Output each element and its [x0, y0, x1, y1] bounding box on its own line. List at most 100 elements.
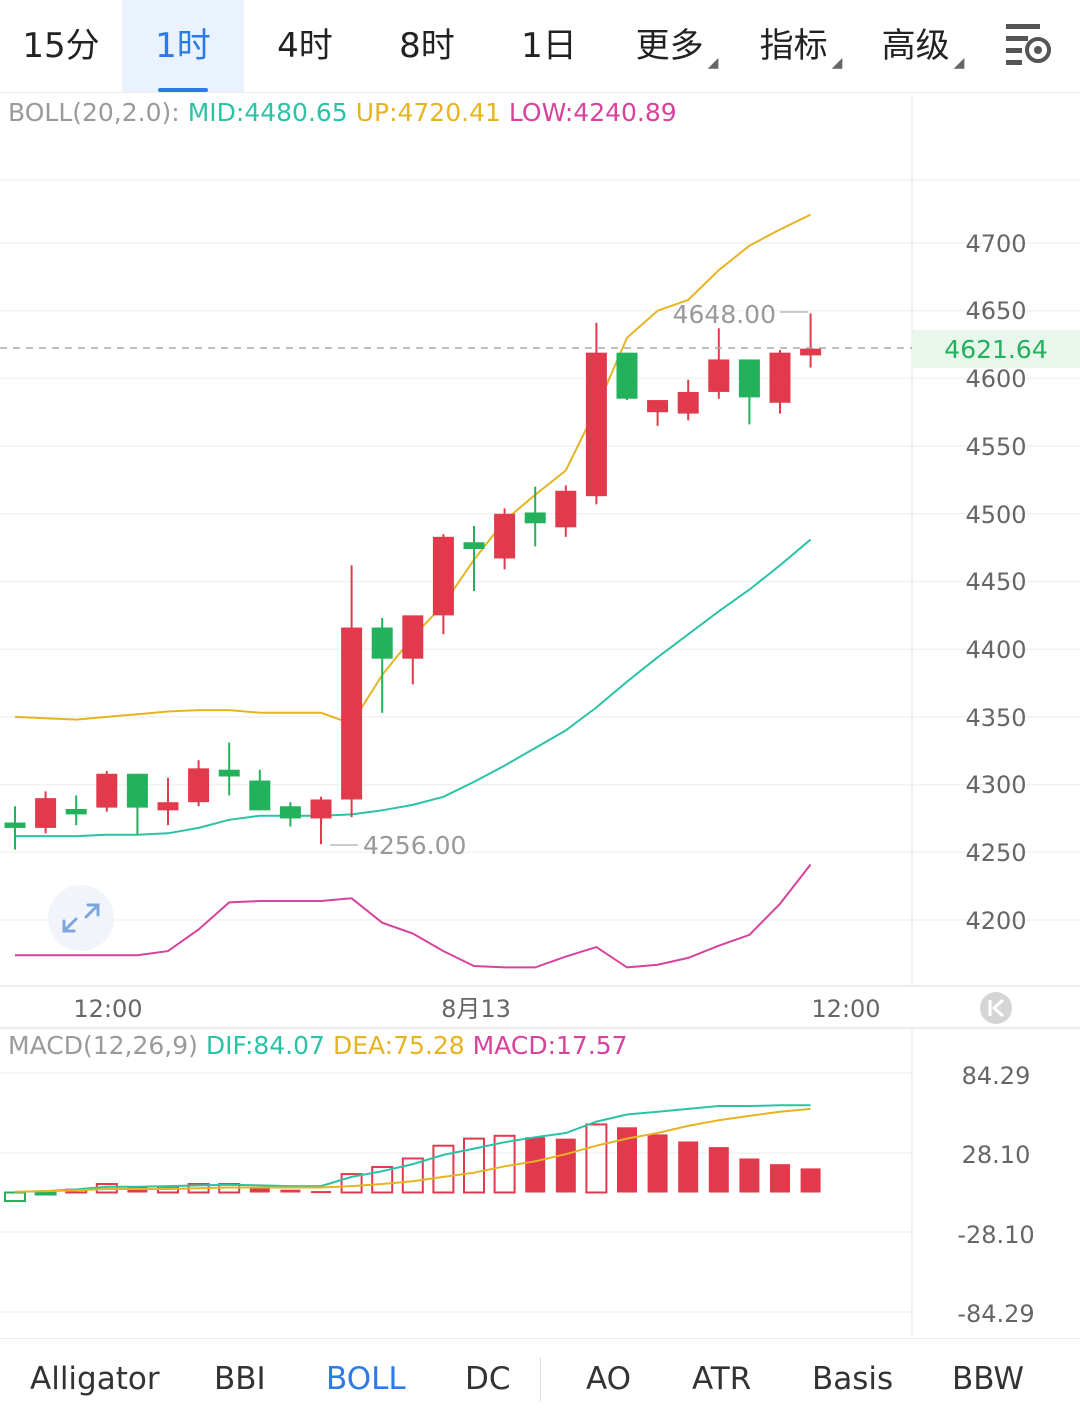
candle-body — [800, 348, 822, 356]
x-tick-label: 12:00 — [811, 995, 880, 1023]
candle-body — [341, 627, 363, 800]
indicator-atr[interactable]: ATR — [692, 1361, 752, 1397]
candle-body — [494, 513, 516, 559]
candle-body — [738, 359, 760, 398]
boll-mid-line — [15, 538, 812, 838]
indicator-ao[interactable]: AO — [586, 1361, 632, 1397]
candle — [616, 352, 638, 401]
macd-legend-name: MACD(12,26,9) — [8, 1031, 198, 1060]
tab-advanced[interactable]: 高级 ◢ — [862, 0, 984, 92]
tab-more[interactable]: 更多 ◢ — [616, 0, 738, 92]
expand-icon[interactable] — [48, 885, 114, 951]
tab-label: 8时 — [399, 26, 455, 66]
macd-bar — [647, 1134, 668, 1193]
candle — [800, 313, 822, 368]
x-tick-label: 8月13 — [441, 995, 511, 1023]
indicator-bar: Alligator BBI BOLL DC AO ATR Basis BBW — [0, 1338, 1080, 1426]
macd-legend: MACD(12,26,9) DIF:84.07 DEA:75.28 MACD:17.5… — [8, 1031, 636, 1060]
tab-1d[interactable]: 1日 — [488, 0, 610, 92]
tab-4h[interactable]: 4时 — [244, 0, 366, 92]
macd-bar — [4, 1191, 26, 1203]
macd-bar — [617, 1127, 637, 1193]
indicator-bbi[interactable]: BBI — [214, 1361, 266, 1397]
candle — [279, 802, 301, 827]
dropdown-caret-icon: ◢ — [831, 55, 843, 71]
candle — [371, 618, 393, 713]
candle-body — [616, 352, 638, 399]
candle — [738, 359, 760, 425]
macd-bar — [463, 1137, 485, 1194]
indicator-basis[interactable]: Basis — [812, 1361, 894, 1397]
macd-y-tick-label: -84.29 — [957, 1300, 1034, 1328]
tab-label: 更多 — [635, 26, 704, 66]
candle — [157, 777, 179, 826]
dropdown-caret-icon: ◢ — [953, 55, 965, 71]
candle — [555, 485, 577, 537]
macd-bar — [555, 1138, 576, 1193]
y-tick-label: 4400 — [965, 636, 1026, 664]
candlestick-chart[interactable]: 4621.64 4700 4650 4600 4550 4500 4450 44… — [0, 0, 1080, 1336]
macd-bar — [525, 1137, 546, 1193]
chart-settings-icon[interactable] — [1000, 20, 1056, 70]
macd-bar — [432, 1144, 455, 1194]
candle-body — [432, 536, 454, 616]
candle — [524, 486, 546, 547]
candle-body — [310, 799, 332, 819]
macd-dea-line — [14, 1107, 811, 1193]
candle-body — [65, 808, 87, 815]
scroll-to-latest-icon[interactable] — [980, 992, 1012, 1024]
macd-legend-dif: DIF:84.07 — [205, 1031, 325, 1060]
macd-bar — [249, 1186, 270, 1193]
macd-bar — [34, 1191, 57, 1196]
macd-dif-line — [14, 1104, 811, 1193]
tab-8h[interactable]: 8时 — [366, 0, 488, 92]
tab-indicators[interactable]: 指标 ◢ — [740, 0, 862, 92]
macd-y-tick-label: -28.10 — [957, 1221, 1034, 1249]
indicator-boll[interactable]: BOLL — [326, 1361, 406, 1397]
candle-body — [708, 359, 730, 392]
candle — [249, 769, 271, 811]
macd-bar — [585, 1123, 608, 1194]
current-price-badge — [912, 330, 1080, 368]
boll-low-line — [15, 863, 812, 969]
macd-bar — [739, 1158, 760, 1193]
y-tick-label: 4650 — [965, 297, 1026, 325]
macd-y-tick-label: 28.10 — [962, 1141, 1031, 1169]
indicator-alligator[interactable]: Alligator — [30, 1361, 160, 1397]
x-tick-label: 12:00 — [73, 995, 142, 1023]
chart-axes: 4621.64 4700 4650 4600 4550 4500 4450 44… — [0, 230, 1080, 1328]
tab-label: 4时 — [277, 26, 333, 66]
macd-layer — [4, 1104, 821, 1203]
macd-bar — [280, 1189, 301, 1193]
tab-1h[interactable]: 1时 — [122, 0, 244, 92]
macd-bar — [770, 1164, 790, 1193]
candle-body — [647, 400, 669, 413]
indicator-bbw[interactable]: BBW — [952, 1361, 1025, 1397]
macd-bar — [678, 1141, 699, 1193]
candle-body — [402, 615, 424, 659]
dropdown-caret-icon: ◢ — [707, 55, 719, 71]
candle-body — [249, 780, 271, 811]
candle-body — [585, 352, 607, 497]
y-tick-label: 4350 — [965, 704, 1026, 732]
candle — [65, 795, 87, 826]
candle-body — [35, 798, 57, 828]
candle-body — [4, 822, 26, 828]
y-tick-label: 4250 — [965, 839, 1026, 867]
indicator-dc[interactable]: DC — [465, 1361, 511, 1397]
boll-legend-mid: MID:4480.65 — [187, 98, 348, 127]
boll-legend-up: UP:4720.41 — [355, 98, 501, 127]
candle-body — [677, 391, 699, 414]
high-annotation: 4648.00 — [673, 300, 776, 329]
macd-bar — [708, 1147, 729, 1193]
candles-layer — [4, 313, 822, 850]
candle-body — [279, 806, 301, 819]
tab-label: 1日 — [521, 26, 577, 66]
candle-body — [769, 352, 791, 403]
candle-body — [126, 773, 148, 808]
boll-legend-name: BOLL(20,2.0): — [8, 98, 180, 127]
tab-15m[interactable]: 15分 — [0, 0, 122, 92]
y-tick-label: 4600 — [965, 365, 1026, 393]
macd-bar — [311, 1191, 331, 1194]
candle — [769, 349, 791, 414]
